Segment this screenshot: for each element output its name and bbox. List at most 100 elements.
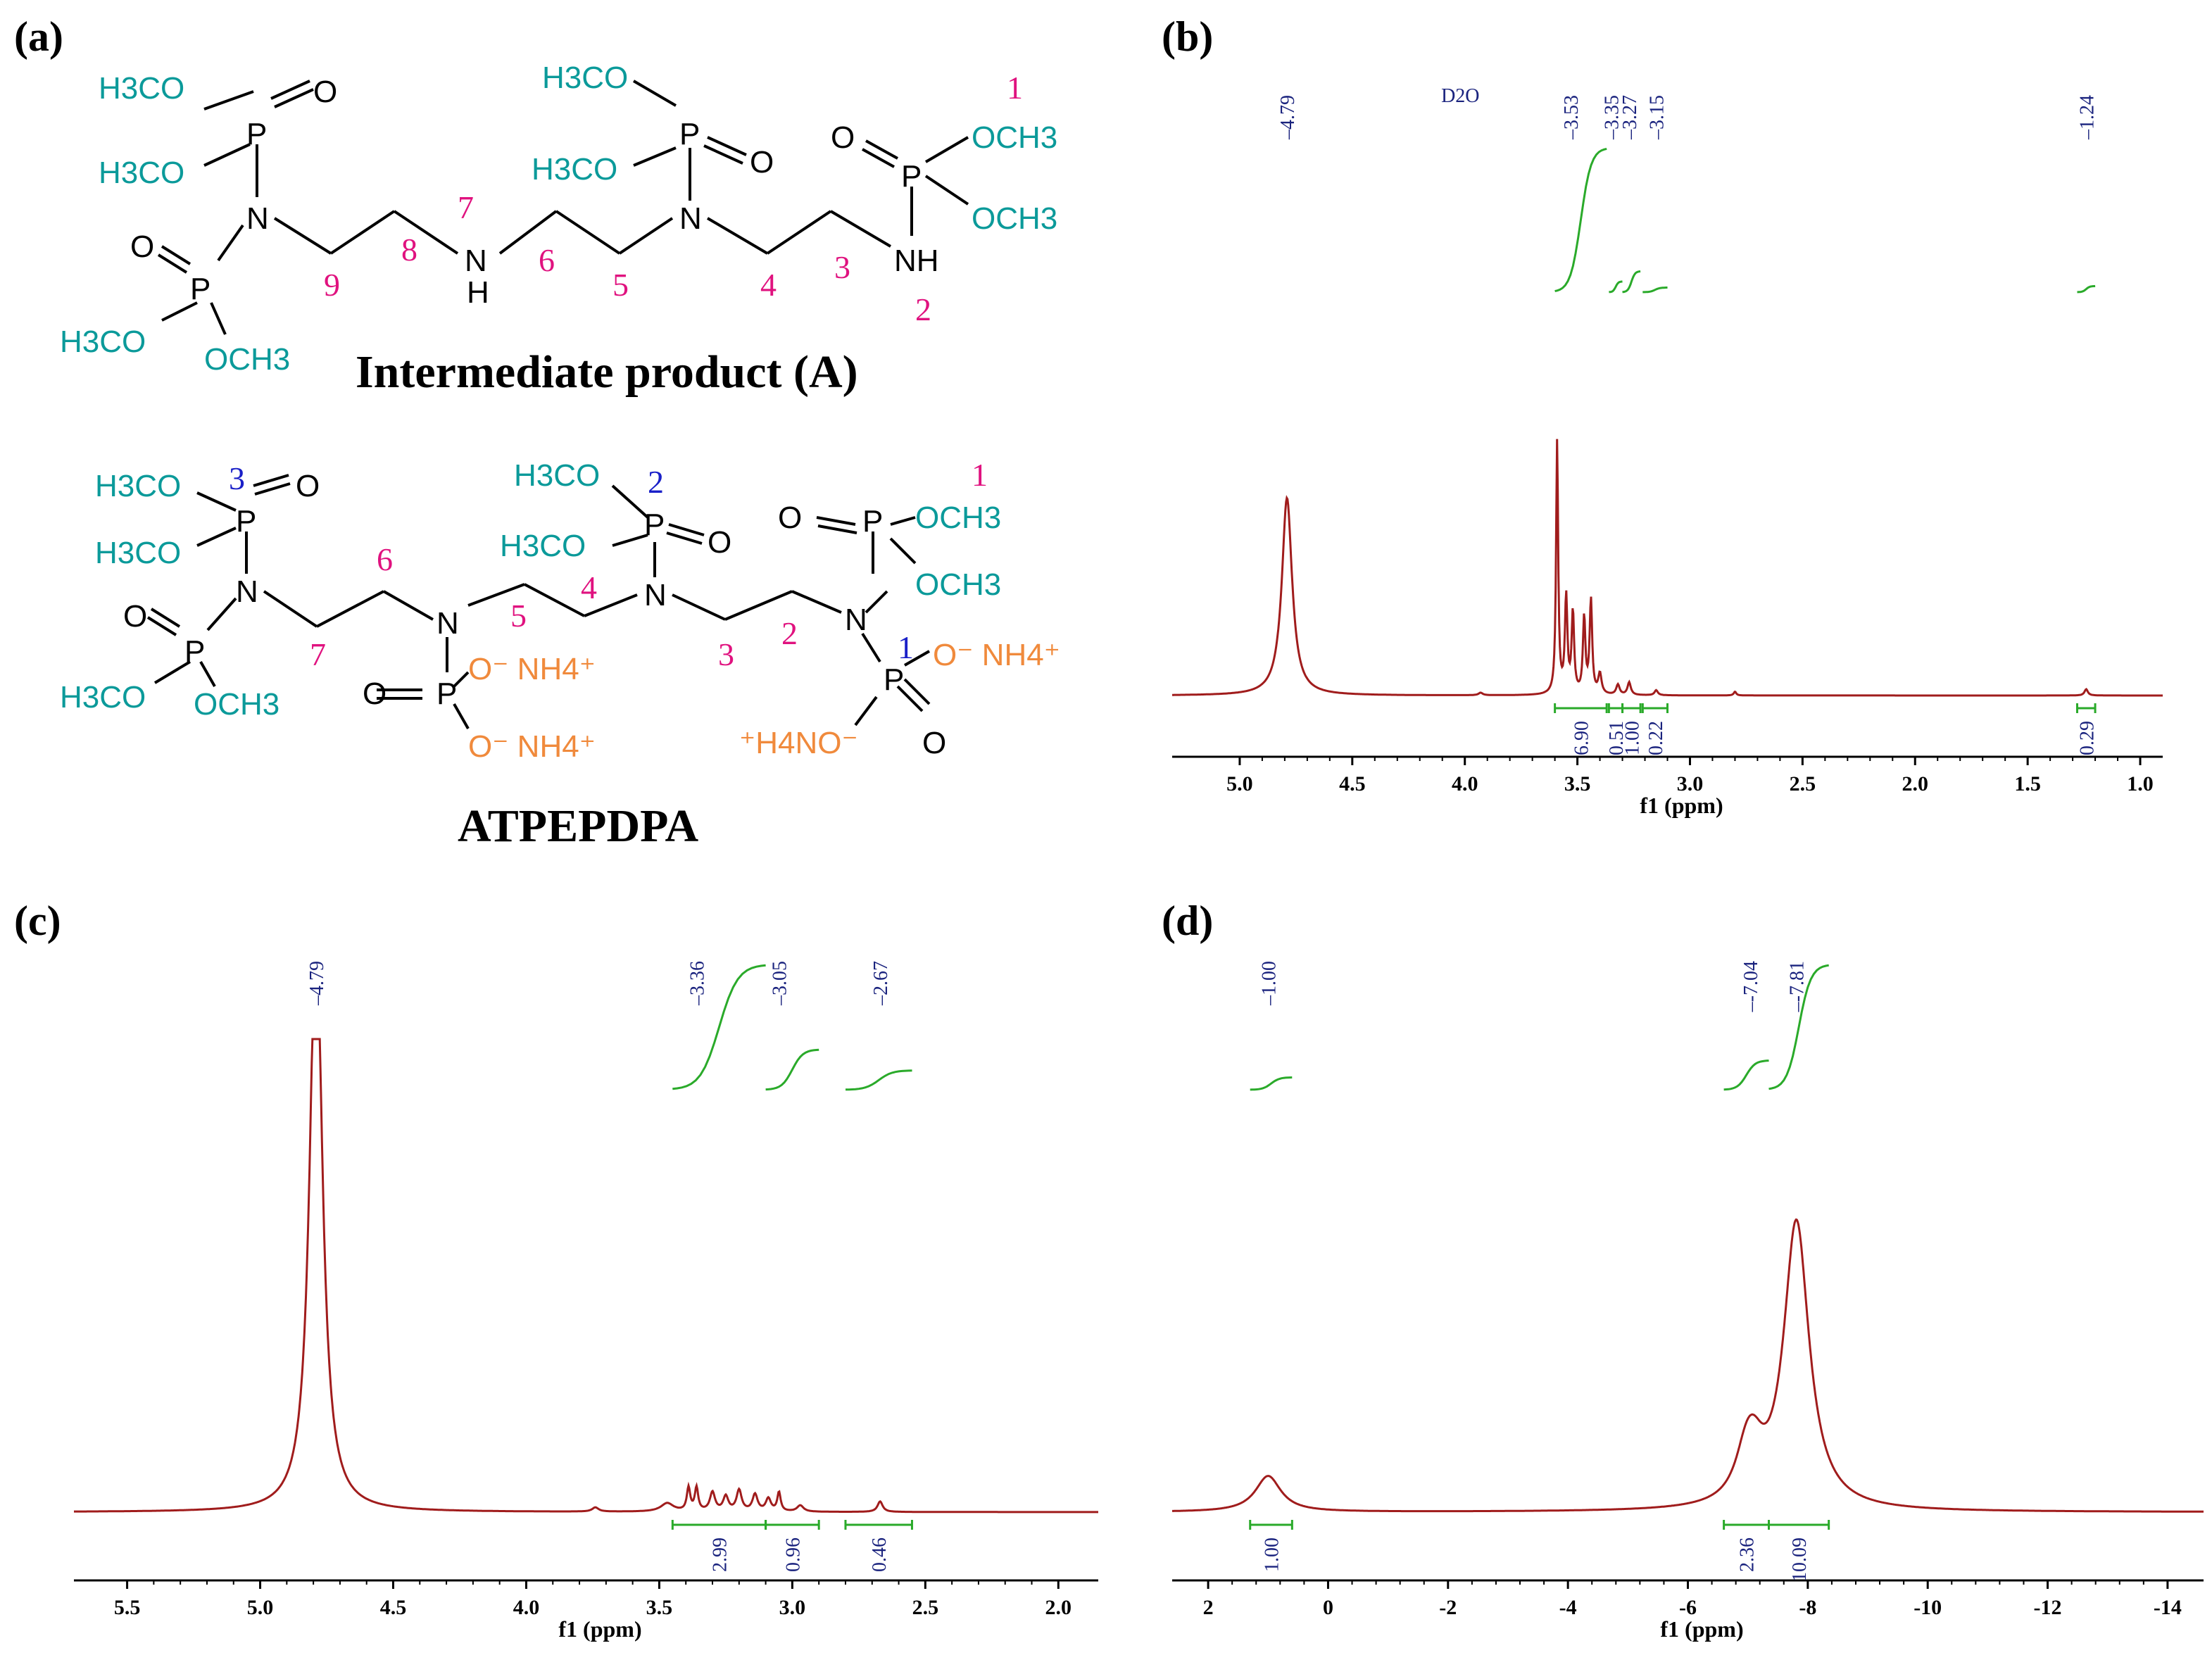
peak-shift-label: –3.36 bbox=[686, 961, 708, 1006]
methoxy-label: OCH3 bbox=[972, 201, 1057, 236]
panel-label-d: (d) bbox=[1162, 898, 1213, 944]
x-tick-label: 3.0 bbox=[779, 1596, 806, 1619]
integral-curve bbox=[765, 1048, 819, 1091]
methoxy-label: OCH3 bbox=[915, 567, 1001, 602]
position-number: 1 bbox=[1007, 70, 1023, 106]
methoxy-label: OCH3 bbox=[915, 501, 1001, 535]
phosphorus-atom: P bbox=[246, 117, 267, 151]
integral-value-label: 0.29 bbox=[2076, 721, 2098, 755]
x-tick-label: -10 bbox=[1913, 1596, 1942, 1619]
integral-curve bbox=[672, 964, 766, 1090]
integral-value-label: 0.96 bbox=[782, 1537, 804, 1572]
x-tick-label: -4 bbox=[1559, 1596, 1577, 1619]
nitrogen-atom: N bbox=[436, 606, 459, 641]
methoxy-label: OCH3 bbox=[204, 342, 290, 377]
final-name: ATPEPDPA bbox=[458, 800, 699, 852]
x-tick-label: -6 bbox=[1679, 1596, 1697, 1619]
position-number: 6 bbox=[377, 541, 393, 577]
integral-value-label: 2.99 bbox=[709, 1537, 731, 1572]
final-atoms: H3CO H3CO P O N O P H3CO OCH3 N P O O⁻ N… bbox=[60, 458, 1060, 764]
phosphorus-atom: P bbox=[884, 662, 904, 697]
x-tick-label: 4.0 bbox=[1452, 772, 1478, 795]
x-tick-label: 5.0 bbox=[1226, 772, 1253, 795]
nh-group: NH bbox=[894, 244, 939, 278]
integral-curve bbox=[2077, 284, 2096, 294]
oxygen-atom: O bbox=[313, 75, 337, 109]
peak-shift-label: –3.15 bbox=[1647, 95, 1669, 140]
methoxy-label: H3CO bbox=[95, 536, 181, 570]
peak-shift-label: –1.00 bbox=[1258, 961, 1280, 1006]
x-tick-label: -8 bbox=[1799, 1596, 1816, 1619]
methoxy-label: H3CO bbox=[514, 458, 600, 493]
integral-curve bbox=[1723, 1059, 1769, 1091]
x-tick-label: 2.0 bbox=[1902, 772, 1929, 795]
ammonium-oxide-label: O⁻ NH4⁺ bbox=[468, 652, 596, 686]
oxygen-atom: O bbox=[778, 501, 802, 535]
integral-value-label: 6.90 bbox=[1571, 721, 1592, 755]
integral-value-label: 0.22 bbox=[1645, 721, 1667, 755]
x-tick-label: 4.0 bbox=[513, 1596, 540, 1619]
x-tick-label: 2 bbox=[1203, 1596, 1214, 1619]
methoxy-label: H3CO bbox=[99, 71, 184, 106]
panel-label-a: (a) bbox=[14, 13, 63, 60]
intermediate-name: Intermediate product (A) bbox=[356, 346, 858, 398]
x-tick-label: 2.5 bbox=[1790, 772, 1816, 795]
integral-curve bbox=[1250, 1076, 1293, 1091]
integral-value-label: 2.36 bbox=[1737, 1537, 1759, 1572]
panel-a-structures: H3CO H3CO P O N O P H3CO OCH3 N H H3CO H… bbox=[60, 61, 1060, 852]
x-tick-label: -2 bbox=[1439, 1596, 1457, 1619]
x-tick-label: 2.5 bbox=[912, 1596, 939, 1619]
x-tick-label: 2.0 bbox=[1045, 1596, 1072, 1619]
x-tick-label: 4.5 bbox=[380, 1596, 407, 1619]
position-number: 2 bbox=[915, 291, 931, 327]
position-number: 3 bbox=[834, 249, 850, 285]
methoxy-label: H3CO bbox=[95, 469, 181, 503]
peak-shift-label: –3.05 bbox=[769, 961, 791, 1006]
intermediate-atoms: H3CO H3CO P O N O P H3CO OCH3 N H H3CO H… bbox=[60, 61, 1057, 377]
integral-value-label: 0.46 bbox=[869, 1537, 891, 1572]
integral-curve bbox=[1768, 964, 1829, 1090]
intermediate-numbering: 1 2 3 4 5 6 7 8 9 bbox=[324, 70, 1023, 327]
phosphorus-atom: P bbox=[236, 504, 256, 539]
x-tick-label: 4.5 bbox=[1339, 772, 1366, 795]
x-tick-label: -12 bbox=[2034, 1596, 2062, 1619]
peak-shift-label: –4.79 bbox=[1277, 95, 1299, 140]
x-tick-label: 1.5 bbox=[2014, 772, 2041, 795]
spectrum-line bbox=[74, 1038, 1098, 1514]
position-number: 8 bbox=[401, 232, 417, 268]
position-number: 3 bbox=[229, 460, 245, 496]
x-tick-label: 5.5 bbox=[114, 1596, 141, 1619]
peak-shift-label: –-7.04 bbox=[1740, 961, 1762, 1012]
spectrum-panel-d: 2 0 -2 -4 -6 -8 -10 -12 -14 f1 (ppm) 1.00 2.36 10.09… bbox=[1172, 961, 2204, 1642]
phosphorus-atom: P bbox=[901, 159, 922, 194]
methoxy-label: H3CO bbox=[500, 529, 586, 563]
oxygen-atom: O bbox=[363, 677, 387, 711]
position-number: 4 bbox=[760, 267, 777, 303]
final-structure bbox=[146, 474, 931, 729]
final-numbering-blue: 1 2 3 bbox=[229, 460, 914, 665]
position-number: 2 bbox=[781, 615, 798, 651]
integral-curve bbox=[1642, 287, 1668, 294]
oxygen-atom: O bbox=[123, 599, 147, 634]
hydrogen-atom: H bbox=[467, 275, 489, 310]
ammonium-oxide-label: O⁻ NH4⁺ bbox=[468, 729, 596, 764]
oxygen-atom: O bbox=[708, 525, 731, 560]
ammonium-oxide-label: ⁺H4NO⁻ bbox=[739, 726, 858, 760]
methoxy-label: H3CO bbox=[99, 156, 184, 190]
integral-value-label: 10.09 bbox=[1789, 1537, 1811, 1582]
phosphorus-atom: P bbox=[190, 272, 210, 306]
phosphorus-atom: P bbox=[862, 504, 883, 539]
peak-shift-label: –-7.81 bbox=[1787, 961, 1809, 1012]
peak-shift-label: –3.35 bbox=[1602, 95, 1623, 140]
panel-label-b: (b) bbox=[1162, 13, 1213, 60]
spectrum-line bbox=[1172, 1218, 2204, 1513]
nitrogen-atom: N bbox=[644, 578, 667, 612]
nitrogen-atom: N bbox=[246, 201, 269, 236]
peak-shift-label: –2.67 bbox=[870, 961, 892, 1006]
final-numbering-pink: 1 2 3 4 5 6 7 bbox=[310, 457, 988, 672]
position-number: 2 bbox=[648, 464, 664, 500]
phosphorus-atom: P bbox=[679, 117, 700, 151]
position-number: 1 bbox=[898, 629, 914, 665]
x-tick-label: 3.0 bbox=[1677, 772, 1704, 795]
